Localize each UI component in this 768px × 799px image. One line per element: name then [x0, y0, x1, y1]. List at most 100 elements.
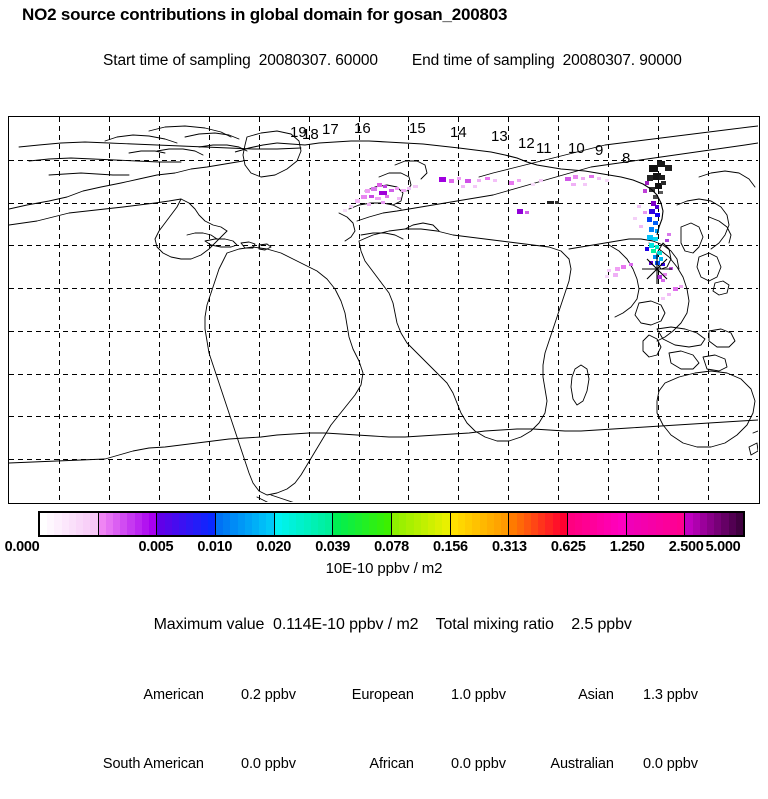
plume-cell	[665, 239, 669, 242]
trajectory-label-15: 15	[409, 120, 426, 137]
colorbar-tick-0-156: 0.156	[432, 539, 468, 555]
trajectory-label-11: 11	[536, 140, 552, 157]
plume-cell	[413, 185, 418, 188]
region-value-australian: 0.0 ppbv	[643, 756, 698, 772]
colorbar-step	[274, 513, 282, 535]
region-label-south-american: South American	[102, 756, 204, 772]
plume-cell	[621, 265, 626, 269]
plume-cell	[657, 161, 665, 167]
colorbar-step	[677, 513, 685, 535]
trajectory-label-13: 13	[491, 128, 508, 145]
colorbar-step	[149, 513, 157, 535]
colorbar-step	[134, 513, 142, 535]
colorbar-step	[413, 513, 421, 535]
plume-cell	[655, 205, 659, 209]
start-time-value: 20080307. 60000	[258, 52, 378, 69]
plume-cell	[653, 195, 658, 199]
colorbar-step	[127, 513, 135, 535]
plume-cell	[379, 191, 387, 195]
colorbar-step	[604, 513, 612, 535]
colorbar-step	[333, 513, 341, 535]
colorbar-step	[428, 513, 436, 535]
plume-cell	[565, 177, 571, 181]
colorbar-step	[259, 513, 267, 535]
trajectory-label-8: 8	[622, 150, 630, 167]
plume-cell	[383, 185, 387, 188]
colorbar-step	[589, 513, 597, 535]
plume-cell	[381, 201, 385, 204]
plume-cell	[365, 189, 370, 193]
plume-cell	[389, 189, 394, 192]
colorbar-step	[216, 513, 224, 535]
plume-cell	[653, 173, 661, 180]
colorbar-step	[164, 513, 172, 535]
plume-cell	[607, 269, 611, 272]
global-map-panel: 19 18 17 16 15 14 13 12 11 10 9 8	[8, 116, 760, 504]
plume-cell	[343, 209, 347, 212]
plume-cell	[375, 197, 381, 200]
plume-cell	[485, 177, 490, 180]
max-value: 0.114E-10 ppbv / m2	[273, 616, 419, 633]
trajectory-label-19: 19	[290, 124, 307, 141]
colorbar-segment-5	[333, 513, 393, 535]
colorbar-step	[582, 513, 590, 535]
plume-cell	[651, 249, 656, 253]
plume-cell	[597, 177, 601, 180]
plume-cell	[659, 257, 663, 261]
colorbar-segment-6	[392, 513, 451, 535]
plume-cell	[517, 179, 521, 182]
colorbar-step	[399, 513, 407, 535]
plume-cell	[663, 273, 667, 276]
colorbar-tick-2-500: 2.500	[668, 539, 704, 555]
region-row-2: South American 0.0 ppbv African 0.0 ppbv Aus…	[0, 730, 768, 799]
plume-cell	[649, 209, 655, 214]
colorbar-step	[538, 513, 546, 535]
colorbar-step	[450, 513, 458, 535]
colorbar-tick-0-313: 0.313	[491, 539, 527, 555]
colorbar-step	[633, 513, 642, 535]
colorbar-step	[113, 513, 121, 535]
plume-cell	[547, 201, 554, 204]
colorbar-step	[317, 513, 326, 535]
colorbar-step	[105, 513, 114, 535]
plume-cell	[655, 183, 662, 189]
colorbar-step	[54, 513, 62, 535]
sampling-time-row: Start time of sampling 20080307. 60000 End…	[0, 26, 768, 95]
region-label-american: American	[143, 687, 204, 703]
plume-cell	[649, 227, 654, 232]
mixing-ratio-value: 2.5 ppbv	[571, 616, 632, 633]
colorbar-step	[354, 513, 363, 535]
colorbar-step	[714, 513, 722, 535]
map-gridlines	[9, 117, 758, 502]
trajectory-label-18: 18	[302, 126, 319, 143]
colorbar-step	[626, 513, 634, 535]
plume-cell	[355, 199, 360, 203]
plume-cell	[657, 251, 662, 255]
colorbar-step	[545, 513, 553, 535]
colorbar-tick-5-000: 5.000	[705, 539, 741, 555]
colorbar-step	[559, 513, 567, 535]
colorbar-step	[392, 513, 400, 535]
colorbar-step	[40, 513, 48, 535]
region-row-1: American 0.2 ppbv European 1.0 ppbv Asian 1.3…	[0, 661, 768, 730]
colorbar-segment-7	[450, 513, 510, 535]
plume-cell	[673, 287, 678, 291]
colorbar-step	[685, 513, 693, 535]
plume-cell	[661, 297, 665, 300]
colorbar-step	[516, 513, 524, 535]
plume-cell	[679, 285, 683, 288]
plume-cell	[465, 179, 471, 183]
colorbar-step	[369, 513, 377, 535]
trajectory-label-9: 9	[595, 142, 603, 159]
colorbar-segment-1	[98, 513, 158, 535]
colorbar-step	[296, 513, 304, 535]
plume-cell	[555, 201, 559, 204]
plume-cell	[371, 187, 377, 191]
colorbar-step	[237, 513, 245, 535]
plume-cell	[633, 217, 637, 220]
plume-cell	[661, 279, 665, 282]
colorbar-step	[501, 513, 509, 535]
colorbar-step	[193, 513, 201, 535]
